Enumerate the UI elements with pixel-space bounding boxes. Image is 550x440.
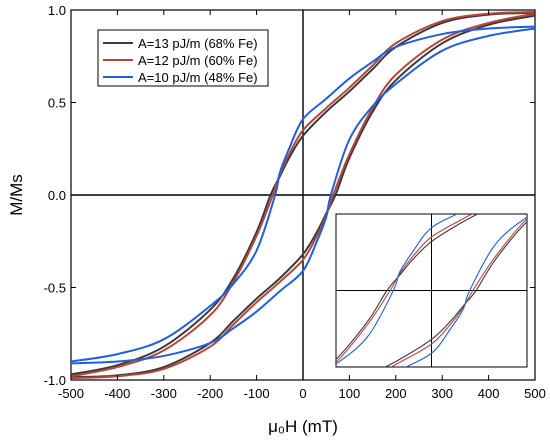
x-tick-label: -100 [244, 386, 270, 401]
inset-curve-2-descending [336, 214, 459, 365]
x-tick-label: -200 [197, 386, 223, 401]
x-tick-label: 500 [524, 386, 546, 401]
y-tick-label: 1.0 [48, 3, 66, 18]
series-curve-1-descending [71, 10, 535, 378]
hysteresis-curves [71, 10, 535, 380]
inset-curve-1-ascending [389, 217, 527, 367]
series-curve-0-descending [71, 11, 535, 376]
series-curve-2-descending [71, 25, 535, 363]
series-curve-1-ascending [71, 12, 535, 380]
inset-curve-2-ascending [404, 216, 527, 367]
legend-label: A=12 pJ/m (60% Fe) [138, 53, 258, 68]
y-axis-label: M/Ms [7, 174, 26, 216]
x-axis-ticks: -500 -400 -300 -200 -100 0 100 200 300 400 500 [58, 10, 546, 401]
x-tick-label: -300 [151, 386, 177, 401]
x-tick-label: 100 [339, 386, 361, 401]
series-curve-0-ascending [71, 14, 535, 379]
y-axis-ticks: -1.0 -0.5 0.0 0.5 1.0 [44, 3, 535, 388]
x-tick-label: 200 [385, 386, 407, 401]
series-curve-2-ascending [71, 27, 535, 365]
x-axis-label: μ₀H (mT) [268, 417, 338, 436]
inset-curve-0-descending [336, 214, 479, 361]
y-tick-label: 0.0 [48, 188, 66, 203]
x-tick-label: 0 [299, 386, 306, 401]
inset-curve-0-ascending [384, 220, 527, 367]
legend-box [97, 29, 269, 87]
inset-chart [335, 213, 528, 368]
y-tick-label: 0.5 [48, 96, 66, 111]
x-tick-label: 400 [478, 386, 500, 401]
x-tick-label: 300 [431, 386, 453, 401]
y-tick-label: -1.0 [44, 373, 66, 388]
legend-label: A=13 pJ/m (68% Fe) [138, 36, 258, 51]
inset-curves [336, 214, 527, 367]
y-tick-label: -0.5 [44, 281, 66, 296]
x-tick-label: -400 [104, 386, 130, 401]
x-tick-label: -500 [58, 386, 84, 401]
inset-curve-1-descending [336, 214, 474, 364]
legend-label: A=10 pJ/m (48% Fe) [138, 70, 258, 85]
legend: A=13 pJ/m (68% Fe) A=12 pJ/m (60% Fe) A=… [97, 29, 269, 87]
